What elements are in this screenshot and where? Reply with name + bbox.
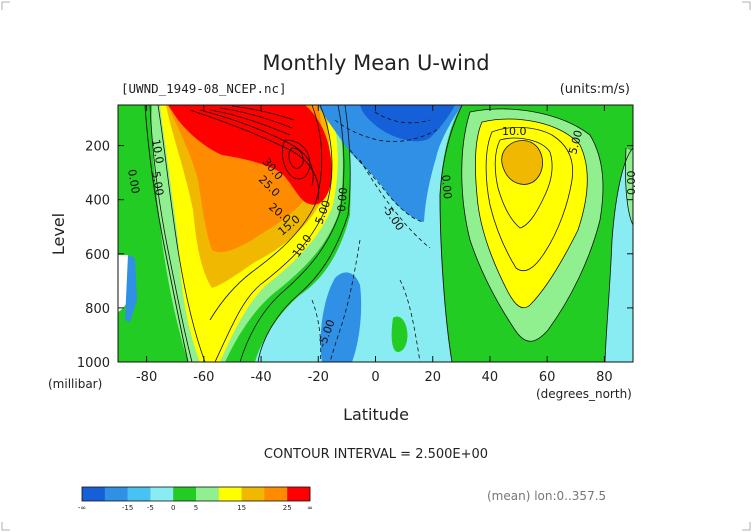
colorbar-tick-label: -∞ <box>78 504 86 512</box>
contour-sh-inner-line-c <box>209 105 323 321</box>
contour-nh-inner-line-a <box>474 118 588 309</box>
contour-tropical-dashed-3 <box>334 119 441 142</box>
colorbar-tick-label: 25 <box>283 504 292 512</box>
region-tropical-easterlies-dark-blue <box>360 105 455 142</box>
x-tick-label: 40 <box>482 370 499 385</box>
colorbar-tick-label: 0 <box>171 504 175 512</box>
dataset-subtitle: [UWND_1949-08_NCEP.nc] <box>121 81 287 96</box>
colorbar-swatch <box>104 487 128 501</box>
contour-sh-core-ring-7 <box>231 105 295 121</box>
y-tick-label: 1000 <box>77 356 110 371</box>
colorbar-swatch <box>287 487 311 501</box>
colorbar-tick-label: -5 <box>147 504 154 512</box>
contour-label: 5.00 <box>149 170 166 196</box>
x-tick-label: 20 <box>424 370 441 385</box>
contour-sh-core-ring-6 <box>219 107 293 129</box>
contour-label: 0.00 <box>439 174 454 200</box>
contour-sh-core-ring-4 <box>288 147 304 169</box>
y-axis-units: (millibar) <box>48 377 102 391</box>
contour-tropical-dashed-7 <box>329 239 361 362</box>
colorbar-tick-label: 15 <box>237 504 246 512</box>
colorbar-swatch <box>127 487 151 501</box>
region-south-pole-white <box>118 255 128 312</box>
y-tick-label: 800 <box>85 302 110 317</box>
units-label: (units:m/s) <box>560 82 630 97</box>
contour-interval-text: CONTOUR INTERVAL = 2.500E+00 <box>264 447 488 462</box>
region-nh-orange-jet-core <box>501 140 543 185</box>
x-tick-label: 0 <box>371 370 379 385</box>
colorbar-swatch <box>264 487 288 501</box>
y-tick-label: 600 <box>85 248 110 263</box>
contour-sh-inner-line-a <box>157 105 206 362</box>
contour-label: 10.0 <box>502 125 527 138</box>
contour-sh-core-ring-3 <box>281 139 311 180</box>
contour-sh-lower-line <box>257 105 351 362</box>
x-tick-label: 80 <box>596 370 613 385</box>
x-tick-label: 60 <box>539 370 556 385</box>
y-axis: 200 400 600 800 1000 <box>77 140 633 371</box>
region-south-pole-blue <box>125 255 137 322</box>
colorbar-tick-label: -15 <box>122 504 133 512</box>
contour-nh-inner-line-b <box>485 127 574 272</box>
contour-sh-core-ring-2 <box>199 109 314 186</box>
colorbar-legend: -∞ -15 -5 0 5 15 25 ∞ <box>78 486 313 512</box>
contour-tropical-dashed-6 <box>399 279 421 362</box>
region-small-green-patch <box>391 316 408 352</box>
x-tick-label: -60 <box>193 370 214 385</box>
contour-label: 0.00 <box>125 168 142 194</box>
contour-tropical-dashed-4 <box>374 111 431 124</box>
x-tick-label: -20 <box>308 370 329 385</box>
contour-nh-core-ring <box>501 140 543 185</box>
contour-sh-lower-line-2 <box>239 105 345 362</box>
contour-label: 10.0 <box>149 138 166 164</box>
colorbar-swatch <box>82 487 106 501</box>
contour-label: 0.00 <box>625 171 638 196</box>
contour-tropical-dashed-5 <box>311 299 322 362</box>
colorbar-tick-label: 5 <box>194 504 198 512</box>
contour-line-layer <box>144 105 633 362</box>
contour-nh-edge-line-2 <box>625 147 633 226</box>
colorbar-swatch <box>218 487 242 501</box>
contour-sh-outer-line <box>149 105 193 362</box>
y-tick-label: 200 <box>85 140 110 155</box>
colorbar-swatch <box>241 487 265 501</box>
contour-tropical-dashed-2 <box>359 159 431 249</box>
x-axis-units: (degrees_north) <box>536 387 632 401</box>
x-axis: -80 -60 -40 -20 0 20 40 60 80 <box>117 105 634 385</box>
y-tick-label: 400 <box>85 194 110 209</box>
colorbar-swatch <box>150 487 174 501</box>
contour-tropical-dashed-1 <box>349 149 425 223</box>
contour-sh-inner-line-b <box>214 105 333 362</box>
contour-fill-layer <box>118 105 633 362</box>
region-lower-easterlies-blue <box>320 272 362 362</box>
contour-nh-outer-line <box>461 108 604 342</box>
region-nh-edge-light-green <box>625 148 633 225</box>
contour-label: 0.00 <box>335 187 350 213</box>
contour-nh-zero-line <box>439 105 463 362</box>
contour-sh-zero-line <box>144 105 189 362</box>
chart-title: Monthly Mean U-wind <box>262 51 489 75</box>
y-axis-label: Level <box>49 213 68 255</box>
contour-label: 5.00 <box>566 129 585 156</box>
colorbar-frame <box>81 486 311 502</box>
colorbar-swatch <box>196 487 220 501</box>
region-sh-red-jet-core <box>168 105 332 205</box>
x-axis-label: Latitude <box>343 405 409 424</box>
colorbar-tick-label: ∞ <box>307 504 313 512</box>
x-tick-label: -40 <box>250 370 271 385</box>
x-tick-label: -80 <box>136 370 157 385</box>
mean-longitude-text: (mean) lon:0..357.5 <box>487 489 606 503</box>
contour-nh-inner-line-c <box>494 137 553 229</box>
contour-sh-core-ring-5 <box>209 109 291 136</box>
contour-nh-edge-line <box>604 147 633 362</box>
colorbar-swatch <box>173 487 197 501</box>
